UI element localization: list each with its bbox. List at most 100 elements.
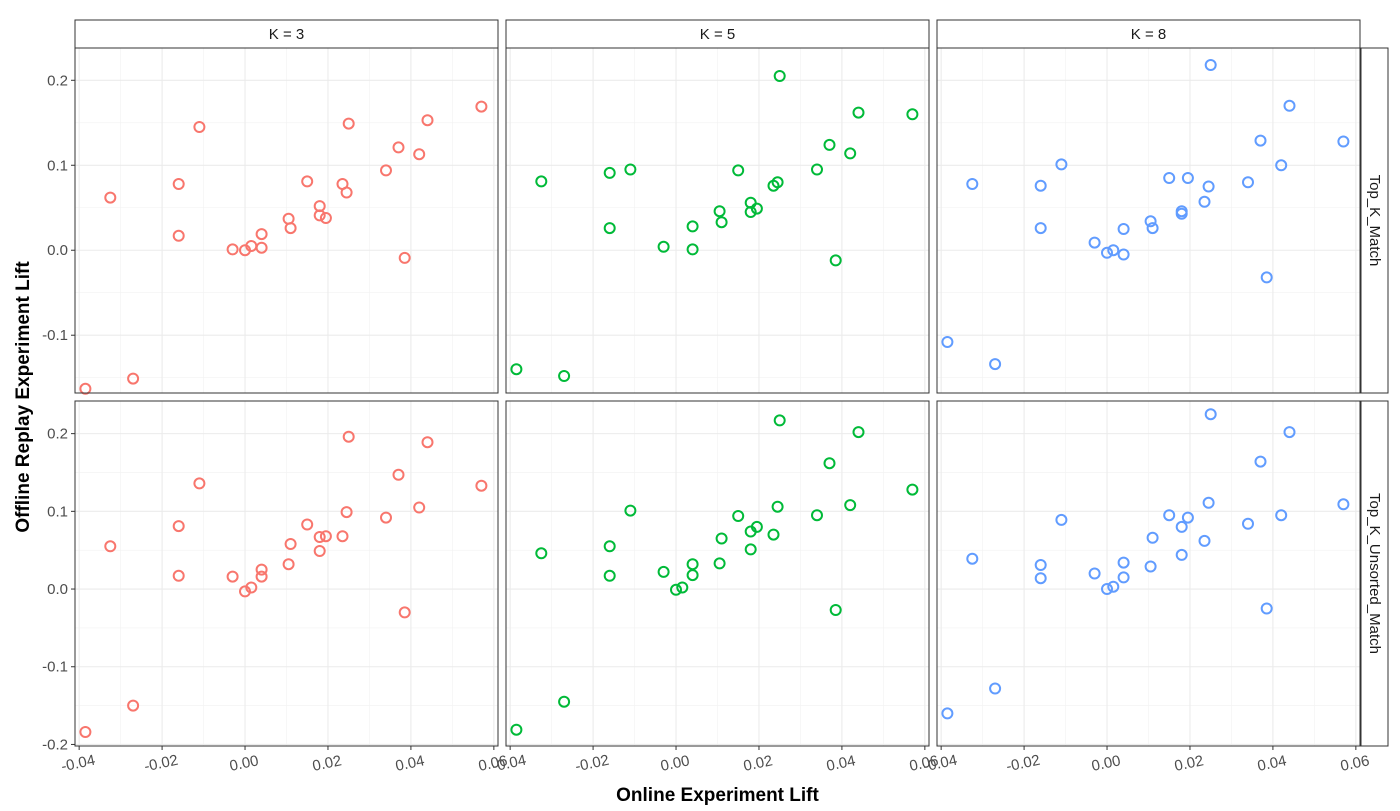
data-point <box>1275 159 1288 172</box>
x-tick-label: -0.04 <box>491 752 528 776</box>
panel-border <box>505 47 930 394</box>
data-point <box>342 117 355 130</box>
data-point <box>1117 248 1130 261</box>
column-strip-label: K = 3 <box>269 26 304 43</box>
x-tick-label: 0.06 <box>477 752 509 775</box>
data-point <box>773 70 786 82</box>
data-point <box>1181 511 1194 524</box>
data-point <box>284 538 297 550</box>
data-point <box>767 528 780 541</box>
data-point <box>829 604 842 616</box>
data-point <box>535 547 548 560</box>
data-point <box>301 518 314 531</box>
data-point <box>686 243 699 256</box>
x-axis-title: Online Experiment Lift <box>616 785 819 806</box>
y-tick-label: 0.1 <box>47 157 68 174</box>
data-point <box>413 501 426 514</box>
data-point <box>773 414 786 427</box>
data-point <box>906 483 919 496</box>
column-strip-3 <box>936 19 1361 49</box>
y-tick-label: 0.2 <box>47 72 68 89</box>
panel-border <box>505 400 930 747</box>
data-point <box>193 477 206 490</box>
panel-top-k-unsorted-match-k-8 <box>936 400 1361 747</box>
data-point <box>852 106 865 119</box>
y-tick-label: -0.2 <box>42 736 68 753</box>
data-point <box>989 682 1002 695</box>
data-point <box>392 468 405 481</box>
panel-top-k-match-k-8 <box>936 47 1361 394</box>
data-point <box>603 540 616 553</box>
data-point <box>844 499 857 512</box>
data-point <box>966 178 979 190</box>
x-tick-label: 0.04 <box>1256 752 1288 775</box>
y-tick-label: -0.1 <box>42 327 68 344</box>
data-point <box>624 504 637 517</box>
data-point <box>624 163 637 176</box>
data-point <box>1088 236 1101 249</box>
data-point <box>1275 509 1288 522</box>
data-point <box>844 147 857 160</box>
data-point <box>941 707 954 720</box>
x-tick-label: 0.00 <box>1090 752 1122 775</box>
x-tick-label: 0.06 <box>1339 752 1371 775</box>
data-point <box>1107 580 1120 593</box>
data-point <box>104 540 117 553</box>
panel-border <box>74 400 499 747</box>
data-point <box>172 178 185 190</box>
data-point <box>686 220 699 233</box>
data-point <box>475 479 488 492</box>
data-point <box>127 372 140 385</box>
data-point <box>104 191 117 204</box>
data-point <box>342 430 355 443</box>
panel-top-k-unsorted-match-k-3 <box>74 400 499 747</box>
data-point <box>319 530 332 543</box>
data-point <box>1175 520 1188 533</box>
data-point <box>226 570 239 583</box>
x-tick-label: 0.02 <box>311 752 343 775</box>
data-point <box>1163 509 1176 522</box>
y-tick-label: 0.2 <box>47 426 68 443</box>
data-point <box>475 100 488 113</box>
data-point <box>380 164 392 177</box>
column-strip-label: K = 5 <box>700 26 735 43</box>
data-point <box>1242 176 1254 189</box>
data-point <box>172 229 185 242</box>
data-point <box>1034 179 1047 192</box>
panel-border <box>936 400 1361 747</box>
data-point <box>1198 534 1211 547</box>
data-point <box>301 175 314 188</box>
data-point <box>771 500 784 513</box>
data-point <box>313 200 326 213</box>
data-point <box>744 543 757 556</box>
data-point <box>313 531 326 543</box>
data-point <box>603 222 616 235</box>
data-point <box>1034 559 1047 571</box>
panel-top-k-match-k-3 <box>74 47 499 395</box>
y-tick-label: 0.1 <box>47 503 68 520</box>
data-point <box>989 358 1002 371</box>
data-point <box>713 205 726 218</box>
data-point <box>829 254 842 267</box>
data-point <box>313 545 326 557</box>
data-point <box>1117 223 1130 235</box>
data-point <box>558 370 571 382</box>
data-point <box>319 212 332 224</box>
data-point <box>1146 531 1159 544</box>
data-point <box>1181 172 1194 184</box>
data-point <box>1254 455 1267 468</box>
data-point <box>1337 135 1350 148</box>
data-point <box>421 114 434 127</box>
data-point <box>1107 244 1120 257</box>
data-point <box>380 511 392 524</box>
x-tick-label: 0.06 <box>908 752 940 775</box>
x-tick-label: 0.02 <box>1173 752 1205 775</box>
row-strip-top-k-unsorted-match <box>1360 400 1389 747</box>
x-tick-label: -0.02 <box>574 752 611 776</box>
data-point <box>1144 560 1157 573</box>
data-point <box>657 240 670 253</box>
data-point <box>535 175 548 188</box>
data-point <box>852 426 865 439</box>
data-point <box>1242 517 1254 530</box>
column-strip-label: K = 8 <box>1131 26 1166 43</box>
